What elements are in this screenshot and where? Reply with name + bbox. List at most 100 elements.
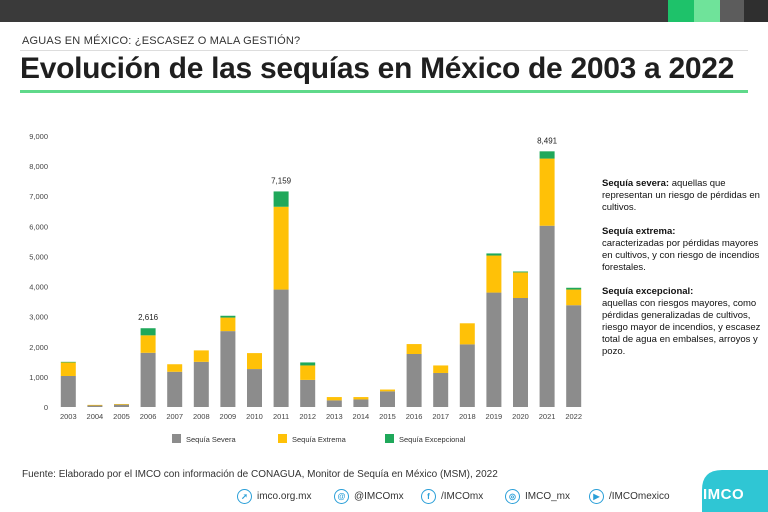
web-icon: ➚	[237, 488, 252, 504]
legend-swatch	[385, 434, 394, 443]
bar-segment	[273, 191, 289, 207]
x-tick-label: 2004	[87, 412, 104, 421]
footer-link-label: /IMCOmx	[441, 490, 484, 502]
bar-segment	[486, 253, 502, 256]
x-tick-label: 2003	[60, 412, 77, 421]
title-underline	[20, 90, 748, 93]
x-tick-label: 2017	[432, 412, 449, 421]
definition-excepcional: Sequía excepcional: aquellas con riesgos…	[602, 286, 762, 358]
y-tick-label: 9,000	[29, 132, 48, 141]
definition-text: caracterizadas por pérdidas mayores en c…	[602, 238, 760, 273]
brand-corner-shape	[702, 470, 768, 512]
bar-segment	[406, 344, 422, 355]
x-tick-label: 2005	[113, 412, 130, 421]
bar-segment	[539, 225, 555, 407]
bar-segment	[566, 289, 582, 306]
x-tick-label: 2007	[166, 412, 183, 421]
bar-segment	[300, 365, 316, 380]
y-tick-label: 5,000	[29, 252, 48, 261]
top-accent-block	[744, 0, 768, 22]
x-tick-label: 2019	[486, 412, 503, 421]
instagram-icon: ◎	[505, 488, 520, 504]
bar-segment	[486, 292, 502, 407]
bar-segment	[87, 405, 103, 407]
x-tick-label: 2008	[193, 412, 210, 421]
source-note: Fuente: Elaborado por el IMCO con inform…	[22, 469, 498, 480]
bar-segment	[60, 362, 76, 376]
x-tick-label: 2012	[299, 412, 316, 421]
bar-segment	[539, 158, 555, 226]
y-tick-label: 1,000	[29, 373, 48, 382]
series-subtitle: AGUAS EN MÉXICO: ¿ESCASEZ O MALA GESTIÓN…	[22, 35, 301, 47]
subtitle-divider	[20, 50, 748, 51]
footer-link-label: imco.org.mx	[257, 490, 312, 502]
x-tick-label: 2014	[353, 412, 370, 421]
bar-segment	[167, 371, 183, 407]
bar-segment	[193, 361, 209, 407]
page-title: Evolución de las sequías en México de 20…	[20, 52, 734, 85]
definition-term: Sequía excepcional:	[602, 286, 694, 297]
definition-term: Sequía severa:	[602, 178, 670, 189]
x-tick-label: 2006	[140, 412, 157, 421]
bar-segment	[167, 364, 183, 372]
legend-label: Sequía Severa	[186, 435, 236, 444]
data-label: 7,159	[271, 176, 292, 185]
bar-segment	[220, 315, 236, 318]
bar-segment	[486, 255, 502, 293]
x-tick-label: 2011	[273, 412, 289, 421]
top-accent-block	[668, 0, 694, 22]
data-label: 2,616	[138, 313, 159, 322]
x-tick-label: 2018	[459, 412, 476, 421]
bar-segment	[459, 344, 475, 407]
youtube-icon: ▶	[589, 488, 604, 504]
definition-extrema: Sequía extrema: caracterizadas por pérdi…	[602, 226, 762, 274]
bar-segment	[140, 352, 156, 407]
footer-link-facebook[interactable]: f/IMCOmx	[421, 488, 483, 504]
footer-link-label: IMCO_mx	[525, 490, 570, 502]
y-tick-label: 7,000	[29, 192, 48, 201]
bar-segment	[193, 350, 209, 362]
footer-link-web[interactable]: ➚ imco.org.mx	[237, 488, 311, 504]
bar-segment	[273, 289, 289, 407]
y-tick-label: 2,000	[29, 343, 48, 352]
footer-link-youtube[interactable]: ▶ /IMCOmexico	[589, 488, 670, 504]
footer-link-label: /IMCOmexico	[609, 490, 670, 502]
bar-segment	[220, 317, 236, 332]
x-tick-label: 2020	[512, 412, 529, 421]
bar-segment	[87, 404, 103, 406]
bar-segment	[326, 400, 342, 407]
bar-segment	[513, 272, 528, 298]
top-accent-block	[694, 0, 720, 22]
y-tick-label: 4,000	[29, 283, 48, 292]
x-tick-label: 2009	[220, 412, 237, 421]
twitter-icon: @	[334, 488, 349, 504]
y-tick-label: 0	[44, 403, 48, 412]
y-tick-label: 3,000	[29, 313, 48, 322]
data-label: 8,491	[537, 136, 558, 145]
definition-text: aquellas con riesgos mayores, como pérdi…	[602, 298, 761, 357]
x-tick-label: 2021	[539, 412, 556, 421]
x-tick-label: 2022	[565, 412, 582, 421]
bar-segment	[273, 206, 289, 290]
bar-segment	[114, 403, 129, 405]
bar-segment	[247, 353, 262, 370]
bar-segment	[459, 323, 475, 345]
definition-text: aquellas que representan un riesgo de pé…	[602, 178, 760, 213]
bar-segment	[60, 375, 76, 407]
footer-link-instagram[interactable]: ◎ IMCO_mx	[505, 488, 570, 504]
y-tick-label: 8,000	[29, 162, 48, 171]
x-tick-label: 2016	[406, 412, 423, 421]
definitions-panel: Sequía severa: aquellas que representan …	[602, 178, 762, 370]
footer-link-twitter[interactable]: @ @IMCOmx	[334, 488, 404, 504]
bar-segment	[433, 365, 449, 373]
bar-segment	[353, 399, 369, 407]
x-tick-label: 2015	[379, 412, 396, 421]
facebook-icon: f	[421, 488, 436, 504]
imco-logo: IMCO	[703, 486, 745, 503]
legend-swatch	[278, 434, 287, 443]
definition-term: Sequía extrema:	[602, 226, 676, 237]
bar-segment	[566, 287, 582, 290]
y-tick-label: 6,000	[29, 222, 48, 231]
bar-segment	[433, 372, 449, 407]
x-tick-label: 2013	[326, 412, 343, 421]
